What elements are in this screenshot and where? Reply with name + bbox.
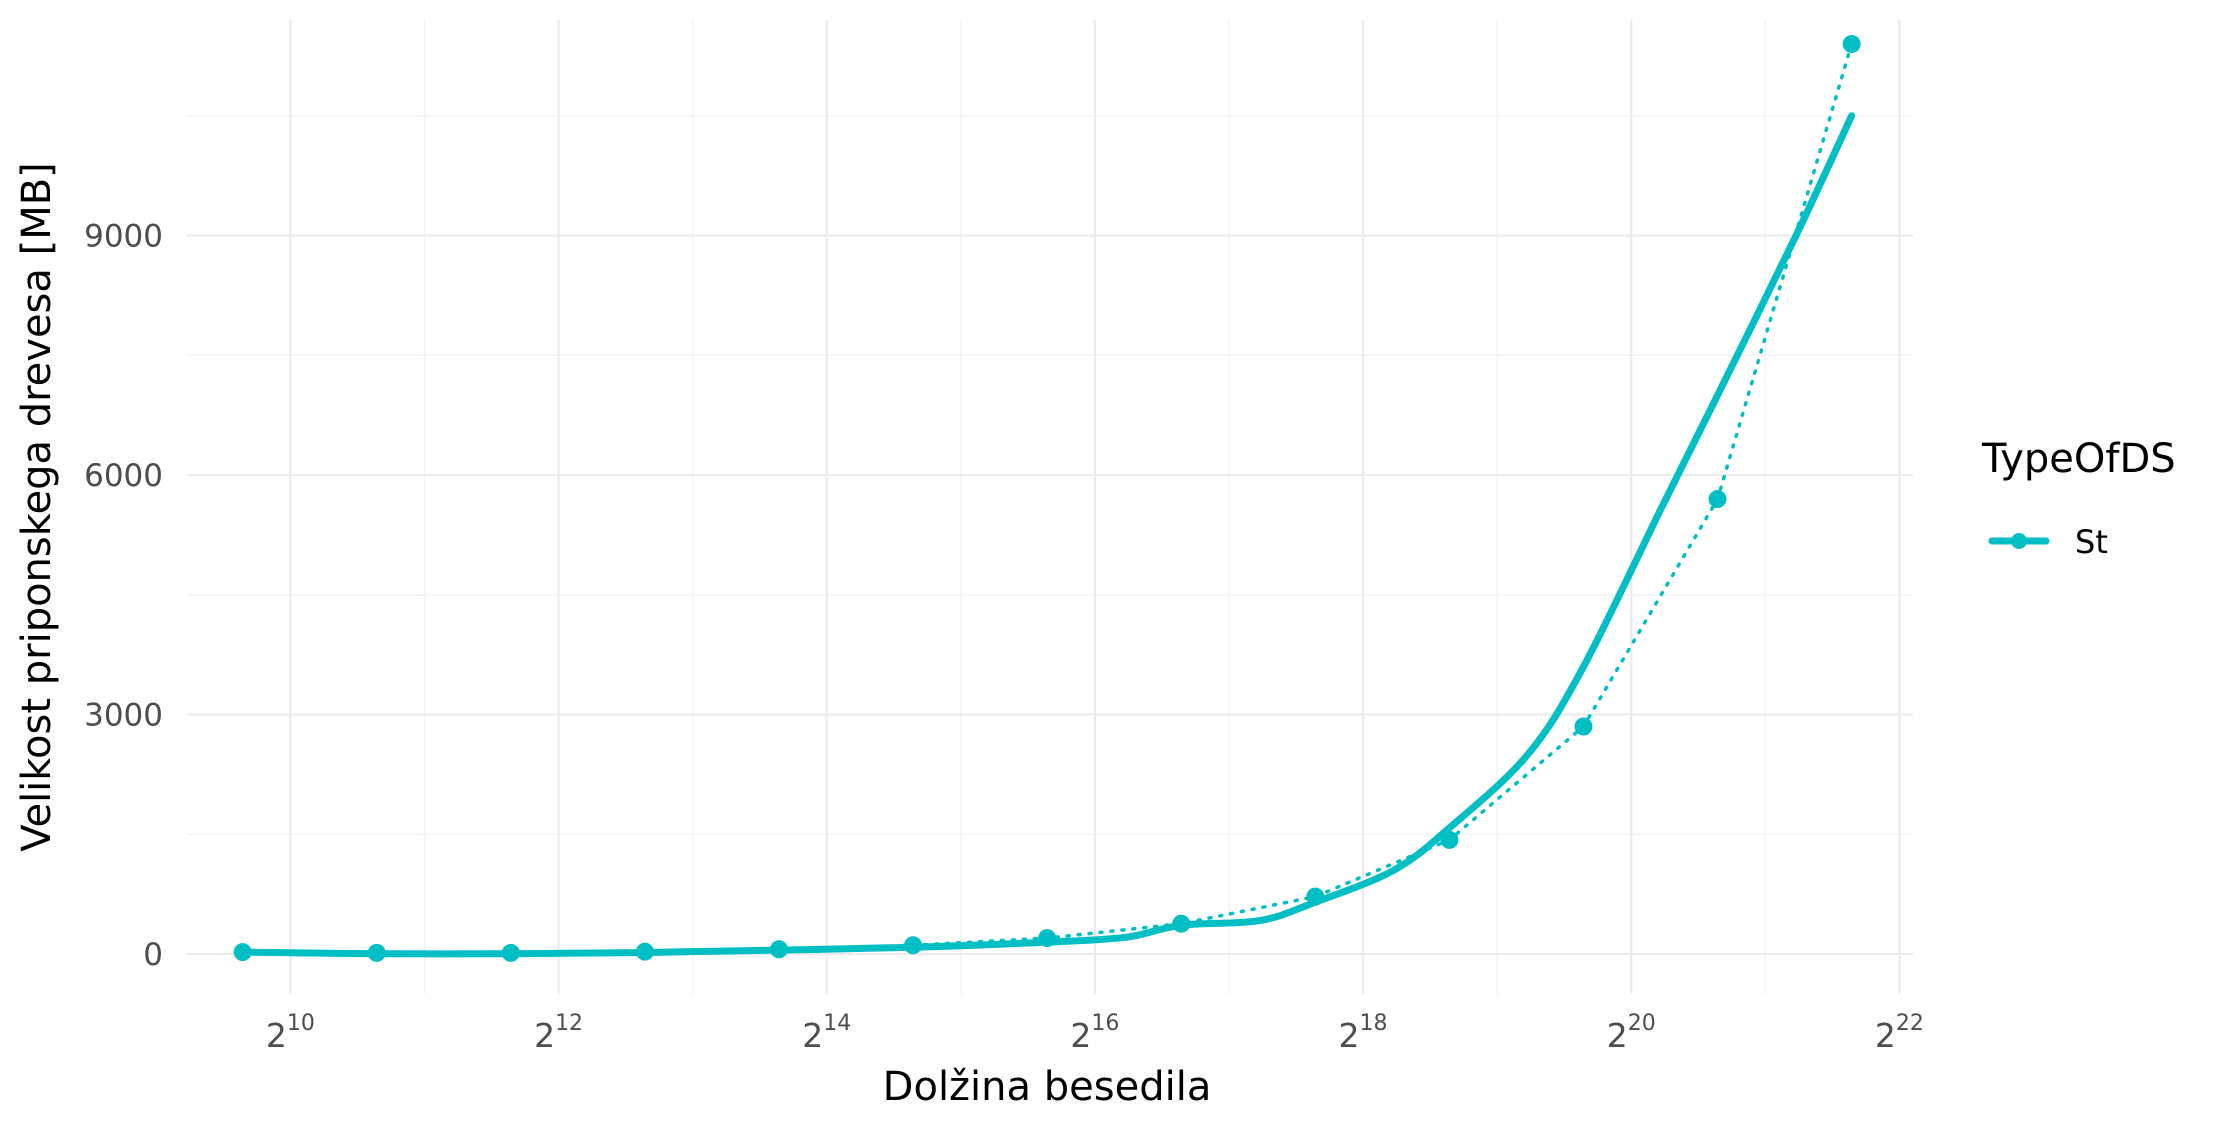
data-point <box>1038 929 1057 948</box>
data-point <box>1440 830 1459 849</box>
series-layer <box>233 34 1861 962</box>
grid-major <box>187 20 1913 994</box>
x-tick-label: 210 <box>266 1011 315 1055</box>
x-tick-label: 220 <box>1607 1011 1656 1055</box>
legend-label: St <box>2075 523 2108 561</box>
legend-key-point <box>2011 533 2027 549</box>
x-tick-labels: 210 212 214 216 218 220 222 <box>266 1011 1924 1055</box>
data-point <box>769 940 788 959</box>
x-tick-label: 214 <box>802 1011 851 1055</box>
y-tick-label: 0 <box>143 937 163 973</box>
y-tick-labels: 0 3000 6000 9000 <box>84 219 163 974</box>
y-tick-label: 3000 <box>84 698 163 734</box>
data-point <box>904 936 923 955</box>
data-point <box>1172 914 1191 933</box>
y-tick-label: 9000 <box>84 219 163 255</box>
grid-minor <box>187 20 1913 994</box>
x-tick-label: 212 <box>534 1011 583 1055</box>
legend-title: TypeOfDS <box>1981 436 2176 482</box>
y-tick-label: 6000 <box>84 458 163 494</box>
x-axis-title: Dolžina besedila <box>883 1064 1212 1110</box>
smooth-fit <box>239 112 1856 958</box>
data-point <box>1708 490 1727 509</box>
x-tick-label: 218 <box>1339 1011 1388 1055</box>
x-tick-label: 216 <box>1070 1011 1119 1055</box>
data-point <box>1574 717 1593 736</box>
data-point <box>1306 887 1325 906</box>
data-point <box>233 943 252 962</box>
legend: TypeOfDS St <box>1981 436 2176 561</box>
y-axis-title: Velikost priponskega drevesa [MB] <box>14 162 60 852</box>
data-point <box>635 942 654 961</box>
data-point <box>1842 34 1861 53</box>
smooth-fit-line <box>239 112 1856 958</box>
x-tick-label: 222 <box>1875 1011 1924 1055</box>
data-point <box>367 943 386 962</box>
data-point <box>501 943 520 962</box>
series-line-St <box>240 42 1854 955</box>
